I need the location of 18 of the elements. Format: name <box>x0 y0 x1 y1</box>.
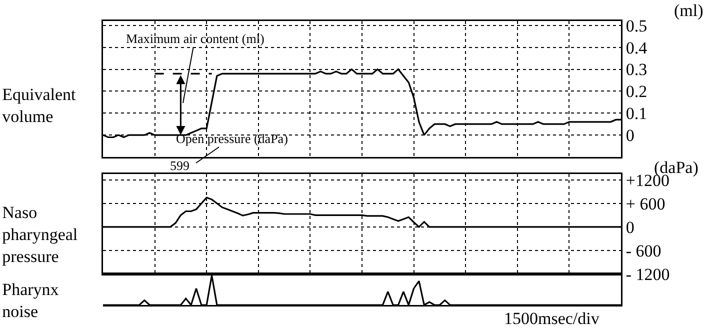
y-tick-label: + 600 <box>626 194 666 214</box>
y-tick-label: 0.5 <box>626 16 648 36</box>
y-tick-label: 0 <box>626 218 634 237</box>
y-axis-title: (ml) <box>674 1 704 20</box>
text: 599 <box>170 158 190 173</box>
y-tick-label: 0.1 <box>626 104 648 124</box>
y-tick-label: 0.2 <box>626 82 648 102</box>
annotation: Open pressure (daPa) <box>176 131 288 146</box>
y-tick-label: 0 <box>626 126 634 146</box>
text: Equivalent volume <box>2 85 76 126</box>
text: Pharynx noise <box>2 280 60 322</box>
annotation: Maximum air content (ml) <box>126 31 264 46</box>
text: Naso pharyngeal pressure <box>2 203 78 266</box>
y-tick-label: 0.3 <box>626 60 648 80</box>
y-tick-label: - 600 <box>626 241 662 260</box>
y-tick-label: - 1200 <box>626 264 670 284</box>
y-tick-label: 0.4 <box>626 38 648 58</box>
text: 1500msec/div <box>504 309 600 328</box>
